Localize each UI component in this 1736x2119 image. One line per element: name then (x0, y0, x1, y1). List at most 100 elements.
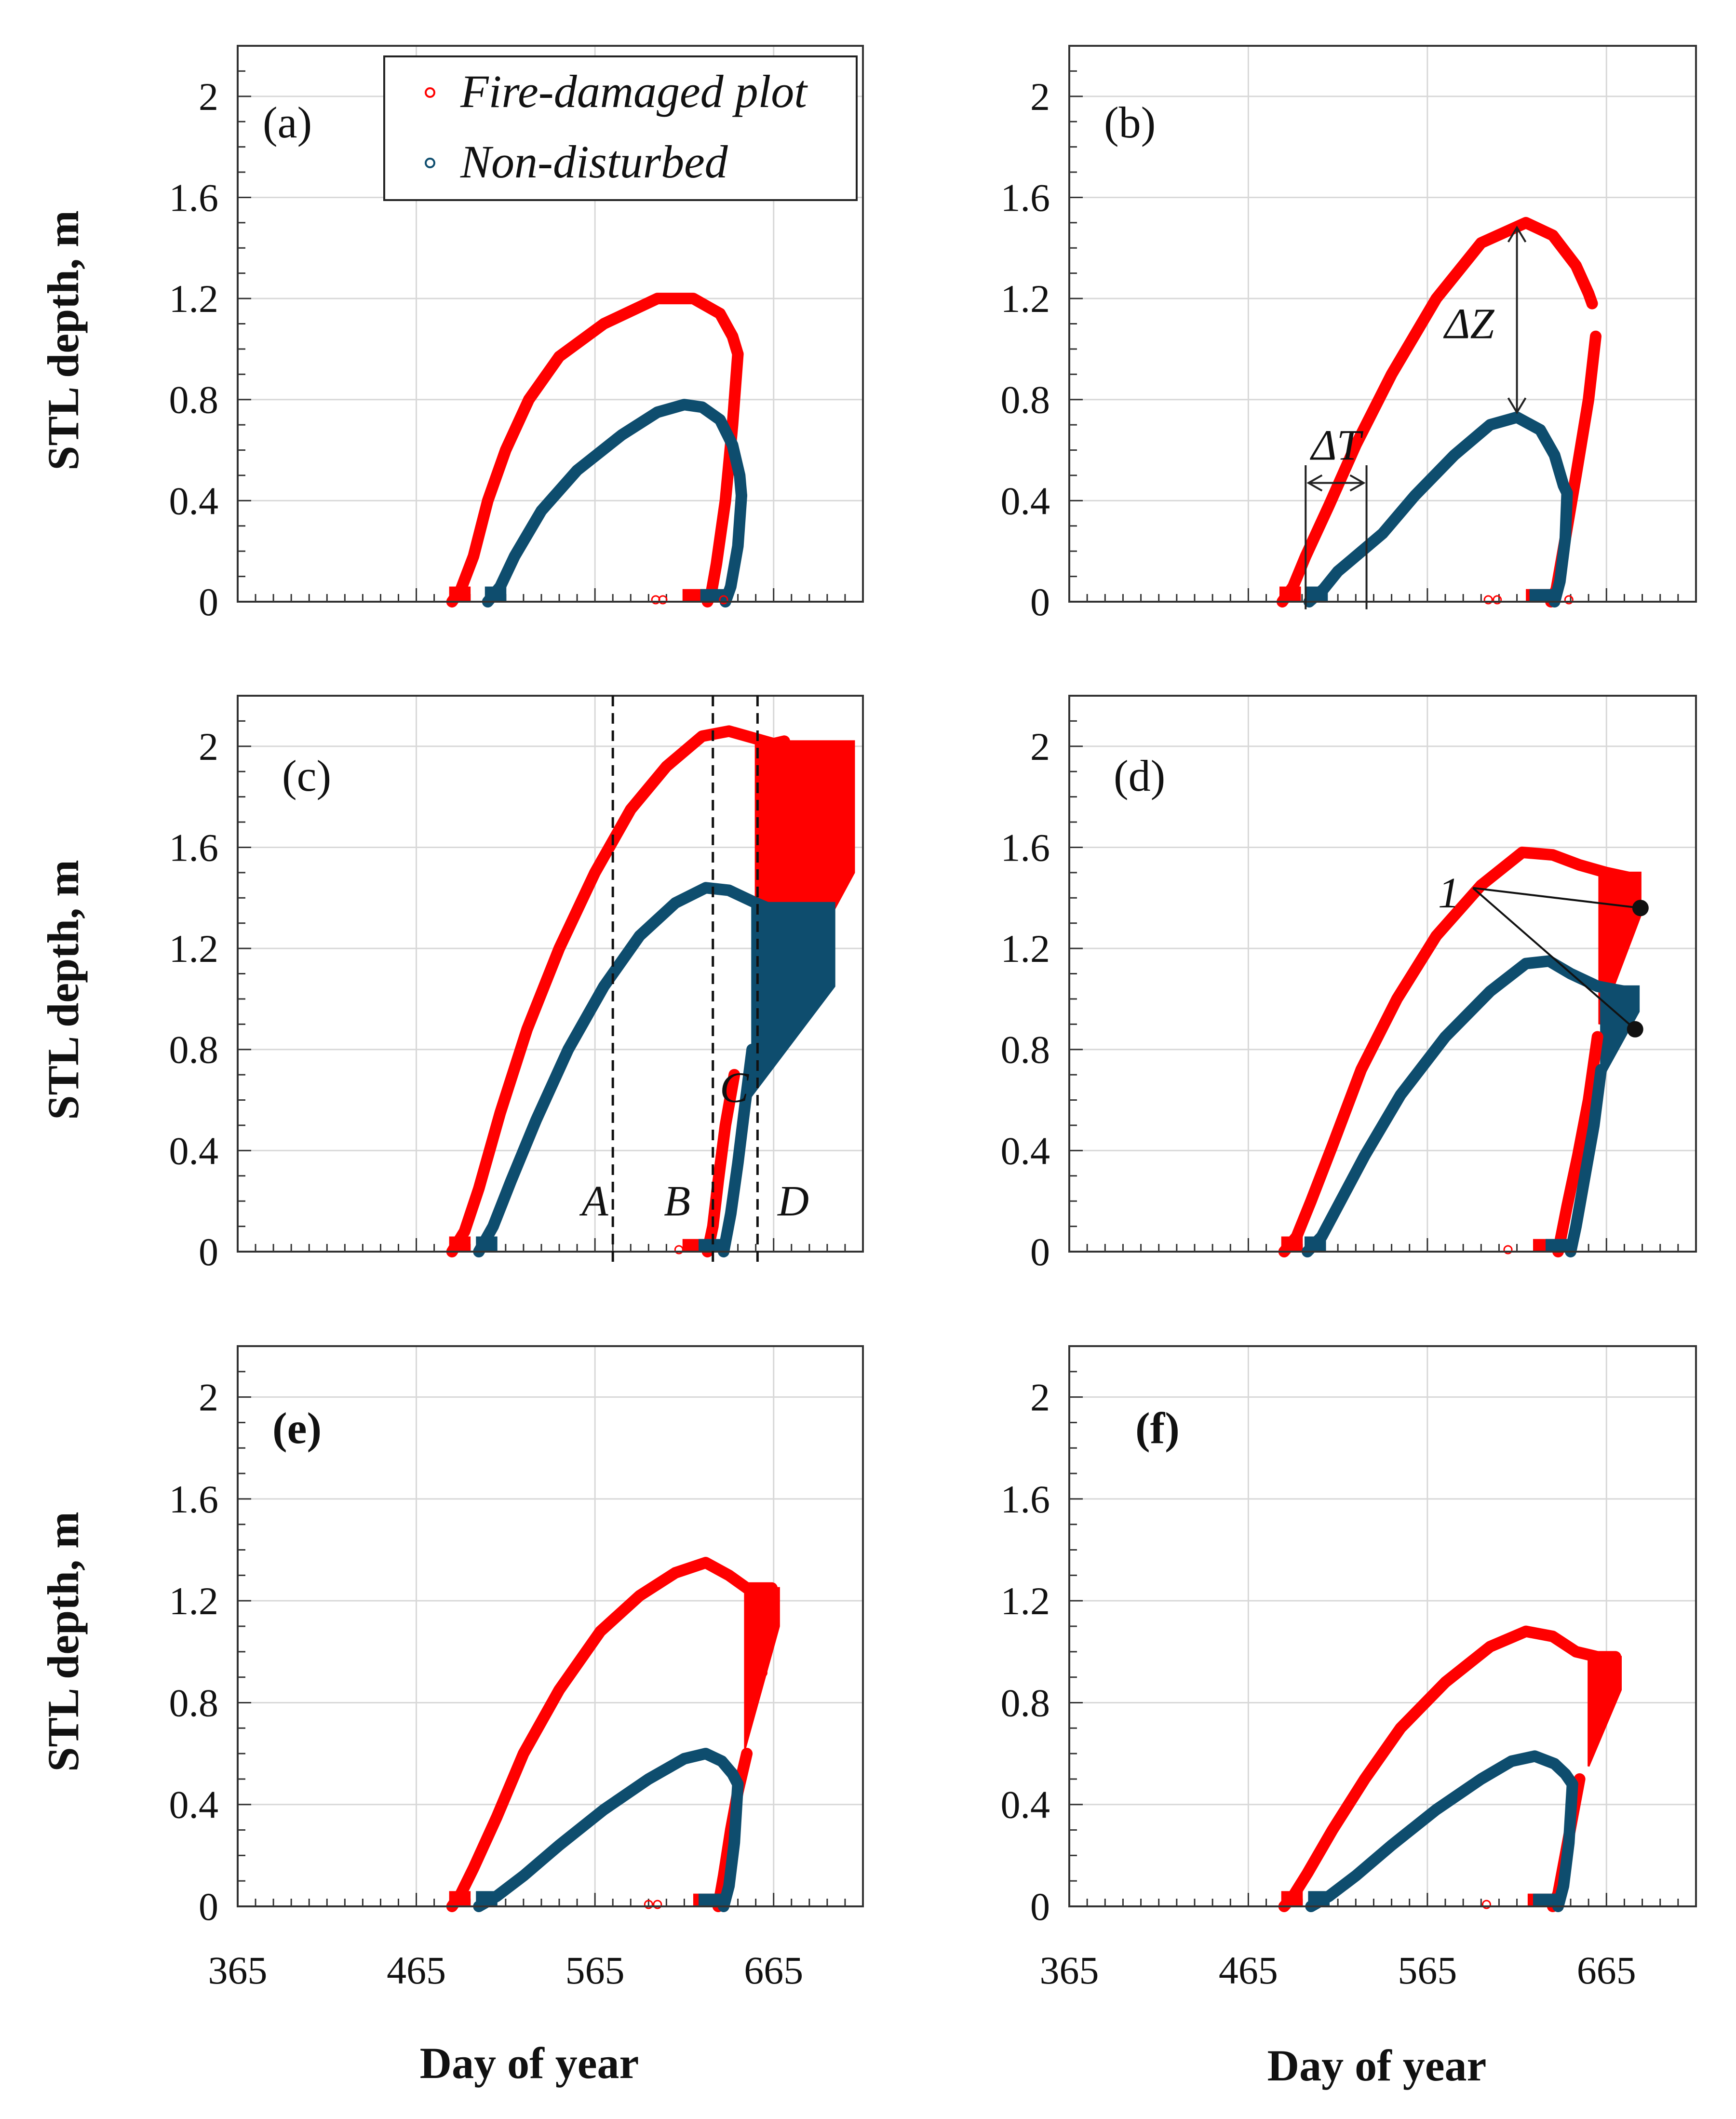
nondisturbed-onset-noise (1305, 1236, 1326, 1252)
panel-label: (b) (1104, 98, 1156, 147)
fire-outlier-point (658, 595, 668, 605)
x-axis-title-left: Day of year (420, 2038, 639, 2088)
y-tick-label: 1.2 (1001, 277, 1050, 321)
y-tick-label: 0.4 (169, 1783, 219, 1827)
fire-noise-band (1588, 1656, 1622, 1767)
delta-z-arrowhead-top (1507, 225, 1527, 243)
delta-t-arrowhead-left (1306, 474, 1323, 492)
legend-box (383, 55, 858, 201)
x-tick-label: 565 (565, 1948, 625, 1992)
y-tick-label: 0 (199, 1230, 218, 1274)
fire-outlier-point (674, 1245, 684, 1255)
y-tick-label: 0 (1030, 1230, 1050, 1274)
x-tick-label: 365 (1040, 1948, 1099, 1992)
y-tick-label: 0.4 (169, 479, 219, 523)
fire-outlier-point (758, 1645, 767, 1655)
delta-t-arrowhead-right (1349, 474, 1366, 492)
nondisturbed-freeze-noise (699, 1893, 724, 1906)
fire-outlier-point (758, 1668, 767, 1677)
fire-thaw-curve (1278, 846, 1636, 1257)
x-tick-label: 565 (1398, 1948, 1457, 1992)
y-tick-label: 0.8 (169, 1028, 219, 1072)
fire-onset-noise (449, 586, 471, 602)
y-tick-label: 0.4 (1001, 1129, 1050, 1173)
panel-label: (d) (1114, 751, 1165, 800)
panel-label: (a) (263, 98, 312, 147)
y-tick-label: 0 (199, 580, 218, 624)
nondisturbed-thaw-curve (1303, 411, 1573, 607)
x-axis-title-right: Day of year (1267, 2041, 1487, 2090)
y-tick-label: 2 (199, 75, 218, 119)
plot-frame (1068, 1345, 1697, 1907)
y-tick-label: 2 (199, 725, 218, 769)
nondisturbed-onset-noise (1308, 1891, 1330, 1906)
panel-c: 0 0.4 0.8 1.2 1.6 2 (c) A B C D (169, 695, 864, 1274)
plot-frame (1068, 695, 1697, 1253)
delta-z-label: ΔZ (1443, 300, 1495, 348)
plot-frame (237, 695, 864, 1253)
y-tick-label: 0 (1030, 1885, 1050, 1929)
plot-frame (237, 1345, 864, 1907)
y-tick-label: 0.8 (1001, 1028, 1050, 1072)
panel-label: (e) (272, 1404, 322, 1453)
legend-nondisturbed-marker (425, 158, 435, 168)
plot-frame (237, 45, 864, 603)
y-tick-label: 2 (199, 1376, 218, 1419)
panel-a: 0 0.4 0.8 1.2 1.6 2 (a) (169, 45, 864, 624)
y-tick-label: 0.4 (1001, 479, 1050, 523)
fire-outlier-point (1481, 1900, 1491, 1909)
fire-outlier-point (1483, 595, 1493, 605)
nondisturbed-onset-noise (476, 1891, 498, 1906)
x-tick-label: 465 (1219, 1948, 1278, 1992)
y-tick-label: 2 (1030, 725, 1050, 769)
zone-label-c: C (720, 1064, 749, 1111)
panel-b: 0 0.4 0.8 1.2 1.6 2 (b) ΔZ ΔT (1001, 45, 1697, 624)
nondisturbed-freeze-noise (1533, 1893, 1558, 1906)
zone-label-d: D (777, 1177, 809, 1225)
nondisturbed-thaw-curve (1305, 1750, 1578, 1912)
legend-fire-label: Fire-damaged plot (460, 66, 808, 117)
nondisturbed-thaw-curve (473, 1748, 744, 1912)
nondisturbed-freeze-curve (719, 489, 747, 607)
x-tick-label: 465 (387, 1948, 446, 1992)
panel-label: (c) (282, 751, 331, 800)
plot-frame (1068, 45, 1697, 603)
fire-onset-noise (1281, 1236, 1303, 1252)
fire-onset-noise (1281, 1891, 1303, 1906)
fire-thaw-curve (1278, 1625, 1621, 1912)
nondisturbed-freeze-curve (1565, 1064, 1607, 1257)
y-tick-label: 1.6 (1001, 175, 1050, 219)
nondisturbed-freeze-curve (1548, 487, 1573, 607)
marker-leader-line (1473, 887, 1641, 909)
nondisturbed-onset-noise (484, 586, 507, 602)
y-tick-label: 0 (1030, 580, 1050, 624)
marker-point (1627, 1021, 1643, 1038)
panel-e: 0 0.4 0.8 1.2 1.6 2 365 465 565 665 (e) (169, 1345, 864, 1992)
nondisturbed-freeze-curve (718, 1778, 744, 1912)
y-tick-label: 1.2 (1001, 927, 1050, 971)
legend-nondisturbed-label: Non-disturbed (460, 136, 728, 188)
nondisturbed-thaw-curve (482, 399, 747, 607)
y-tick-label: 1.2 (169, 1579, 219, 1623)
fire-thaw-curve (1277, 216, 1598, 607)
y-axis-title-row1: STL depth, m (39, 210, 88, 470)
nondisturbed-freeze-noise (1546, 1239, 1571, 1252)
fire-onset-noise (1279, 586, 1301, 602)
y-tick-label: 1.2 (169, 277, 219, 321)
fire-thaw-curve (446, 1557, 778, 1912)
y-tick-label: 1.6 (169, 175, 219, 219)
y-tick-label: 0.8 (1001, 378, 1050, 422)
nondisturbed-freeze-noise (1529, 589, 1555, 602)
zone-label-a: A (579, 1177, 609, 1225)
y-tick-label: 0 (199, 1885, 218, 1929)
x-tick-label: 665 (744, 1948, 803, 1992)
y-tick-label: 0.4 (169, 1129, 219, 1173)
y-tick-label: 0.8 (169, 378, 219, 422)
fire-onset-noise (449, 1891, 471, 1906)
fire-outlier-point (1564, 595, 1574, 605)
panel-f: 0 0.4 0.8 1.2 1.6 2 365 465 565 665 (f) (1001, 1345, 1697, 1992)
y-axis-title-row3: STL depth, m (39, 1512, 88, 1771)
legend: Fire-damaged plot Non-disturbed (383, 55, 858, 201)
nondisturbed-freeze-noise (700, 589, 726, 602)
